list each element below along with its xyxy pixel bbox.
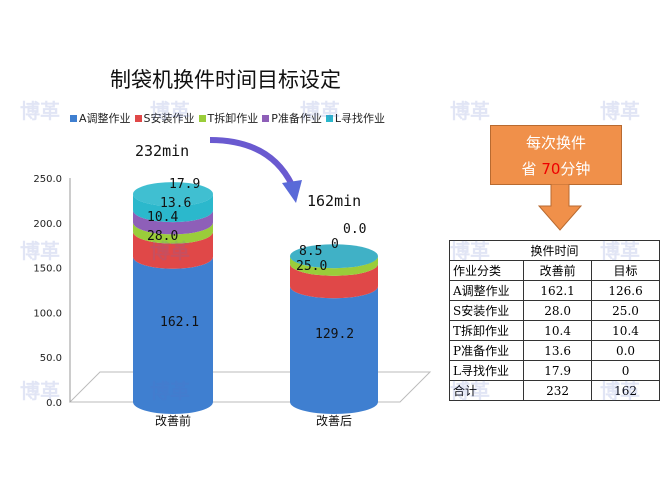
watermark-logo: 博革 xyxy=(20,379,60,403)
y-tick-label: 0.0 xyxy=(46,398,62,409)
callout-prefix: 省 xyxy=(521,160,542,178)
table-row: L寻找作业 17.9 0 xyxy=(448,360,660,381)
table-cell: 合计 xyxy=(448,380,525,401)
column-header: 改善前 xyxy=(523,260,593,281)
bar-top xyxy=(133,182,213,207)
table-cell: S安装作业 xyxy=(448,300,525,321)
table-cell: A调整作业 xyxy=(448,280,525,301)
watermark-logo: 博革 xyxy=(150,379,190,403)
y-tick-label: 250.0 xyxy=(33,174,62,185)
table-cell: 10.4 xyxy=(523,320,593,341)
data-label: 0 xyxy=(331,237,339,252)
bar-segment xyxy=(290,286,378,414)
legend-item: A调整作业 xyxy=(70,110,131,126)
watermark-logo: 博革 xyxy=(450,239,490,263)
table-cell: T拆卸作业 xyxy=(448,320,525,341)
y-tick-label: 50.0 xyxy=(40,353,62,364)
legend-label: A调整作业 xyxy=(79,112,131,125)
legend-swatch xyxy=(262,114,270,122)
total-label: 162min xyxy=(307,192,361,210)
legend-item: L寻找作业 xyxy=(325,110,386,126)
watermark-logo: 博革 xyxy=(300,99,340,123)
data-label: 162.1 xyxy=(160,315,199,330)
legend-swatch xyxy=(70,114,77,122)
table-row: T拆卸作业 10.4 10.4 xyxy=(448,320,660,341)
table-cell: 126.6 xyxy=(591,280,660,301)
callout-suffix: 分钟 xyxy=(560,160,591,178)
bar-segment xyxy=(290,256,378,276)
legend-item: P准备作业 xyxy=(262,110,322,126)
table-cell: 10.4 xyxy=(591,320,660,341)
table-row: S安装作业 28.0 25.0 xyxy=(448,300,660,321)
table-cell: 0.0 xyxy=(591,340,660,361)
down-arrow-icon xyxy=(537,184,583,231)
data-label: 129.2 xyxy=(315,327,354,342)
bar-segment xyxy=(290,263,378,299)
watermark-logo: 博革 xyxy=(150,239,190,263)
legend: A调整作业 S安装作业 T拆卸作业 P准备作业 L寻找作业 xyxy=(70,110,385,126)
y-tick-label: 100.0 xyxy=(33,308,62,319)
table-cell: 28.0 xyxy=(523,300,593,321)
watermark-logo: 博革 xyxy=(450,379,490,403)
watermark-logo: 博革 xyxy=(20,99,60,123)
table-cell: 17.9 xyxy=(523,360,593,381)
legend-swatch xyxy=(325,114,333,122)
legend-item: S安装作业 xyxy=(134,110,195,126)
y-tick-label: 150.0 xyxy=(33,264,62,275)
table-row: A调整作业 162.1 126.6 xyxy=(448,280,660,301)
total-label: 232min xyxy=(135,142,189,160)
table-cell: 13.6 xyxy=(523,340,593,361)
watermark-logo: 博革 xyxy=(20,239,60,263)
watermark-logo: 博革 xyxy=(600,239,640,263)
data-label: 13.6 xyxy=(160,196,191,211)
watermark-logo: 博革 xyxy=(600,99,640,123)
table-cell: 25.0 xyxy=(591,300,660,321)
legend-label: P准备作业 xyxy=(271,112,322,125)
table-cell: 162.1 xyxy=(523,280,593,301)
callout-number: 70 xyxy=(541,160,561,178)
legend-label: T拆卸作业 xyxy=(207,112,259,125)
bar-top xyxy=(290,244,378,269)
bar-segment xyxy=(133,231,213,269)
time-table: 换件时间 作业分类 改善前 目标 A调整作业 162.1 126.6 S安装作业 28.0 25.… xyxy=(448,240,660,401)
y-tick-label: 200.0 xyxy=(33,219,62,230)
table-cell: 232 xyxy=(523,380,593,401)
curved-arrow-icon xyxy=(209,137,295,187)
x-tick-label: 改善后 xyxy=(316,413,352,428)
savings-callout: 每次换件 省 70分钟 xyxy=(490,125,622,185)
bar-segment xyxy=(133,222,213,244)
data-label: 25.0 xyxy=(296,259,327,274)
table-row: 合计 232 162 xyxy=(448,380,660,401)
legend-label: S安装作业 xyxy=(143,112,195,125)
data-label: 0.0 xyxy=(343,222,366,237)
data-label: 28.0 xyxy=(147,229,178,244)
bar-segment xyxy=(133,210,213,235)
data-label: 8.5 xyxy=(299,244,322,259)
arrow-head-icon xyxy=(282,180,302,203)
legend-swatch xyxy=(198,114,206,122)
chart: 0.0 50.0 100.0 150.0 200.0 250.0 改善前 改善后 162.1 12… xyxy=(33,137,432,428)
watermark-logo: 博革 xyxy=(450,99,490,123)
table-cell: 162 xyxy=(591,380,660,401)
chart-title: 制袋机换件时间目标设定 xyxy=(110,68,341,92)
legend-label: L寻找作业 xyxy=(334,112,386,125)
table-cell: P准备作业 xyxy=(448,340,525,361)
callout-line1: 每次换件 xyxy=(525,134,586,152)
watermark-logo: 博革 xyxy=(150,99,190,123)
data-label: 17.9 xyxy=(169,177,200,192)
bar-segment xyxy=(133,256,213,414)
legend-swatch xyxy=(134,114,142,122)
legend-item: T拆卸作业 xyxy=(198,110,259,126)
x-tick-label: 改善前 xyxy=(155,413,191,428)
data-label: 10.4 xyxy=(147,210,178,225)
table-row: P准备作业 13.6 0.0 xyxy=(448,340,660,361)
watermark-logo: 博革 xyxy=(600,379,640,403)
bar-segment xyxy=(133,194,213,223)
